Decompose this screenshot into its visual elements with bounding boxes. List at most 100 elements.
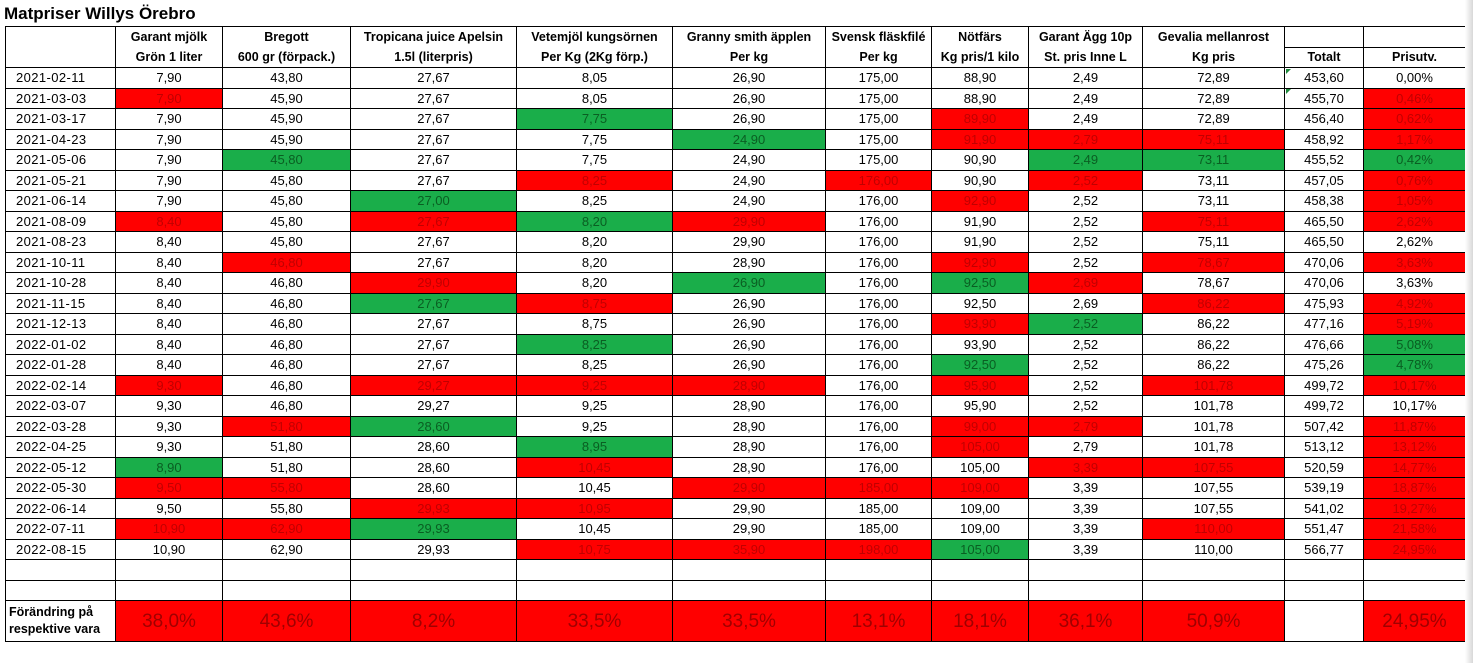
price-cell[interactable]: 9,30: [115, 415, 223, 437]
price-cell[interactable]: 101,78: [1142, 415, 1285, 437]
price-cell[interactable]: 91,90: [931, 128, 1029, 150]
column-header[interactable]: Per kg: [825, 47, 932, 68]
price-cell[interactable]: 29,90: [350, 272, 517, 294]
price-cell[interactable]: 520,59: [1284, 456, 1364, 478]
price-cell[interactable]: 29,93: [350, 497, 517, 519]
price-cell[interactable]: 10,90: [115, 538, 223, 560]
price-cell[interactable]: 198,00: [825, 538, 932, 560]
column-header[interactable]: [1284, 26, 1364, 48]
price-cell[interactable]: 3,39: [1028, 477, 1143, 499]
price-cell[interactable]: 185,00: [825, 497, 932, 519]
price-cell[interactable]: 99,00: [931, 415, 1029, 437]
price-cell[interactable]: 470,06: [1284, 272, 1364, 294]
price-cell[interactable]: 27,67: [350, 169, 517, 191]
price-cell[interactable]: 107,55: [1142, 497, 1285, 519]
price-cell[interactable]: 7,75: [516, 149, 673, 171]
price-cell[interactable]: 4,92%: [1363, 292, 1466, 314]
date-cell[interactable]: 2021-08-23: [5, 231, 116, 253]
price-cell[interactable]: 8,40: [115, 272, 223, 294]
column-header[interactable]: [5, 26, 116, 47]
price-cell[interactable]: 90,90: [931, 149, 1029, 171]
price-cell[interactable]: 78,67: [1142, 272, 1285, 294]
price-cell[interactable]: 72,89: [1142, 87, 1285, 109]
price-cell[interactable]: 89,90: [931, 108, 1029, 130]
price-cell[interactable]: 27,67: [350, 354, 517, 376]
price-cell[interactable]: 507,42: [1284, 415, 1364, 437]
price-cell[interactable]: 88,90: [931, 87, 1029, 109]
price-cell[interactable]: 21,58%: [1363, 518, 1466, 540]
price-cell[interactable]: 176,00: [825, 456, 932, 478]
summary-value[interactable]: 33,5%: [672, 600, 826, 642]
price-cell[interactable]: 92,90: [931, 251, 1029, 273]
price-cell[interactable]: 453,60: [1284, 67, 1364, 89]
price-cell[interactable]: 45,80: [222, 169, 351, 191]
price-cell[interactable]: 3,39: [1028, 538, 1143, 560]
price-cell[interactable]: 24,90: [672, 128, 826, 150]
empty-cell[interactable]: [516, 579, 673, 601]
price-cell[interactable]: 45,80: [222, 210, 351, 232]
price-cell[interactable]: 175,00: [825, 128, 932, 150]
column-header[interactable]: [5, 47, 116, 68]
date-cell[interactable]: 2022-01-28: [5, 354, 116, 376]
price-cell[interactable]: 45,80: [222, 190, 351, 212]
price-cell[interactable]: 91,90: [931, 210, 1029, 232]
price-cell[interactable]: 8,40: [115, 292, 223, 314]
price-cell[interactable]: 176,00: [825, 231, 932, 253]
price-cell[interactable]: 176,00: [825, 436, 932, 458]
column-header[interactable]: St. pris Inne L: [1028, 47, 1143, 68]
empty-cell[interactable]: [1028, 559, 1143, 581]
date-cell[interactable]: 2022-02-14: [5, 374, 116, 396]
price-cell[interactable]: 8,20: [516, 231, 673, 253]
price-cell[interactable]: 465,50: [1284, 231, 1364, 253]
price-cell[interactable]: 24,90: [672, 190, 826, 212]
date-cell[interactable]: 2022-04-25: [5, 436, 116, 458]
price-cell[interactable]: 110,00: [1142, 518, 1285, 540]
price-cell[interactable]: 8,20: [516, 210, 673, 232]
column-header[interactable]: Garant mjölk: [115, 26, 223, 47]
empty-cell[interactable]: [931, 579, 1029, 601]
price-cell[interactable]: 2,52: [1028, 190, 1143, 212]
date-cell[interactable]: 2021-10-28: [5, 272, 116, 294]
date-cell[interactable]: 2022-08-15: [5, 538, 116, 560]
empty-cell[interactable]: [516, 559, 673, 581]
date-cell[interactable]: 2021-10-11: [5, 251, 116, 273]
price-cell[interactable]: 176,00: [825, 395, 932, 417]
price-cell[interactable]: 27,67: [350, 251, 517, 273]
price-cell[interactable]: 2,52: [1028, 313, 1143, 335]
empty-cell[interactable]: [1284, 579, 1364, 601]
empty-cell[interactable]: [672, 559, 826, 581]
price-cell[interactable]: 455,52: [1284, 149, 1364, 171]
price-cell[interactable]: 91,90: [931, 231, 1029, 253]
price-cell[interactable]: 541,02: [1284, 497, 1364, 519]
column-header[interactable]: Garant Ägg 10p: [1028, 26, 1143, 47]
price-cell[interactable]: 8,25: [516, 190, 673, 212]
price-cell[interactable]: 176,00: [825, 354, 932, 376]
price-cell[interactable]: 175,00: [825, 108, 932, 130]
price-cell[interactable]: 8,25: [516, 333, 673, 355]
price-cell[interactable]: 29,93: [350, 538, 517, 560]
price-cell[interactable]: 73,11: [1142, 149, 1285, 171]
price-cell[interactable]: 86,22: [1142, 292, 1285, 314]
price-cell[interactable]: 95,90: [931, 395, 1029, 417]
price-cell[interactable]: 27,00: [350, 190, 517, 212]
price-cell[interactable]: 2,49: [1028, 149, 1143, 171]
price-cell[interactable]: 27,67: [350, 108, 517, 130]
date-cell[interactable]: 2021-12-13: [5, 313, 116, 335]
summary-value[interactable]: 50,9%: [1142, 600, 1285, 642]
price-cell[interactable]: 2,79: [1028, 128, 1143, 150]
price-cell[interactable]: 45,80: [222, 149, 351, 171]
empty-cell[interactable]: [1028, 579, 1143, 601]
price-cell[interactable]: 176,00: [825, 333, 932, 355]
price-cell[interactable]: 175,00: [825, 87, 932, 109]
price-cell[interactable]: 176,00: [825, 251, 932, 273]
date-cell[interactable]: 2022-03-07: [5, 395, 116, 417]
price-cell[interactable]: 26,90: [672, 87, 826, 109]
price-cell[interactable]: 55,80: [222, 477, 351, 499]
date-cell[interactable]: 2021-06-14: [5, 190, 116, 212]
summary-value[interactable]: 38,0%: [115, 600, 223, 642]
price-cell[interactable]: 51,80: [222, 436, 351, 458]
price-cell[interactable]: 46,80: [222, 313, 351, 335]
summary-value[interactable]: 8,2%: [350, 600, 517, 642]
price-cell[interactable]: 3,39: [1028, 497, 1143, 519]
price-cell[interactable]: 3,39: [1028, 456, 1143, 478]
